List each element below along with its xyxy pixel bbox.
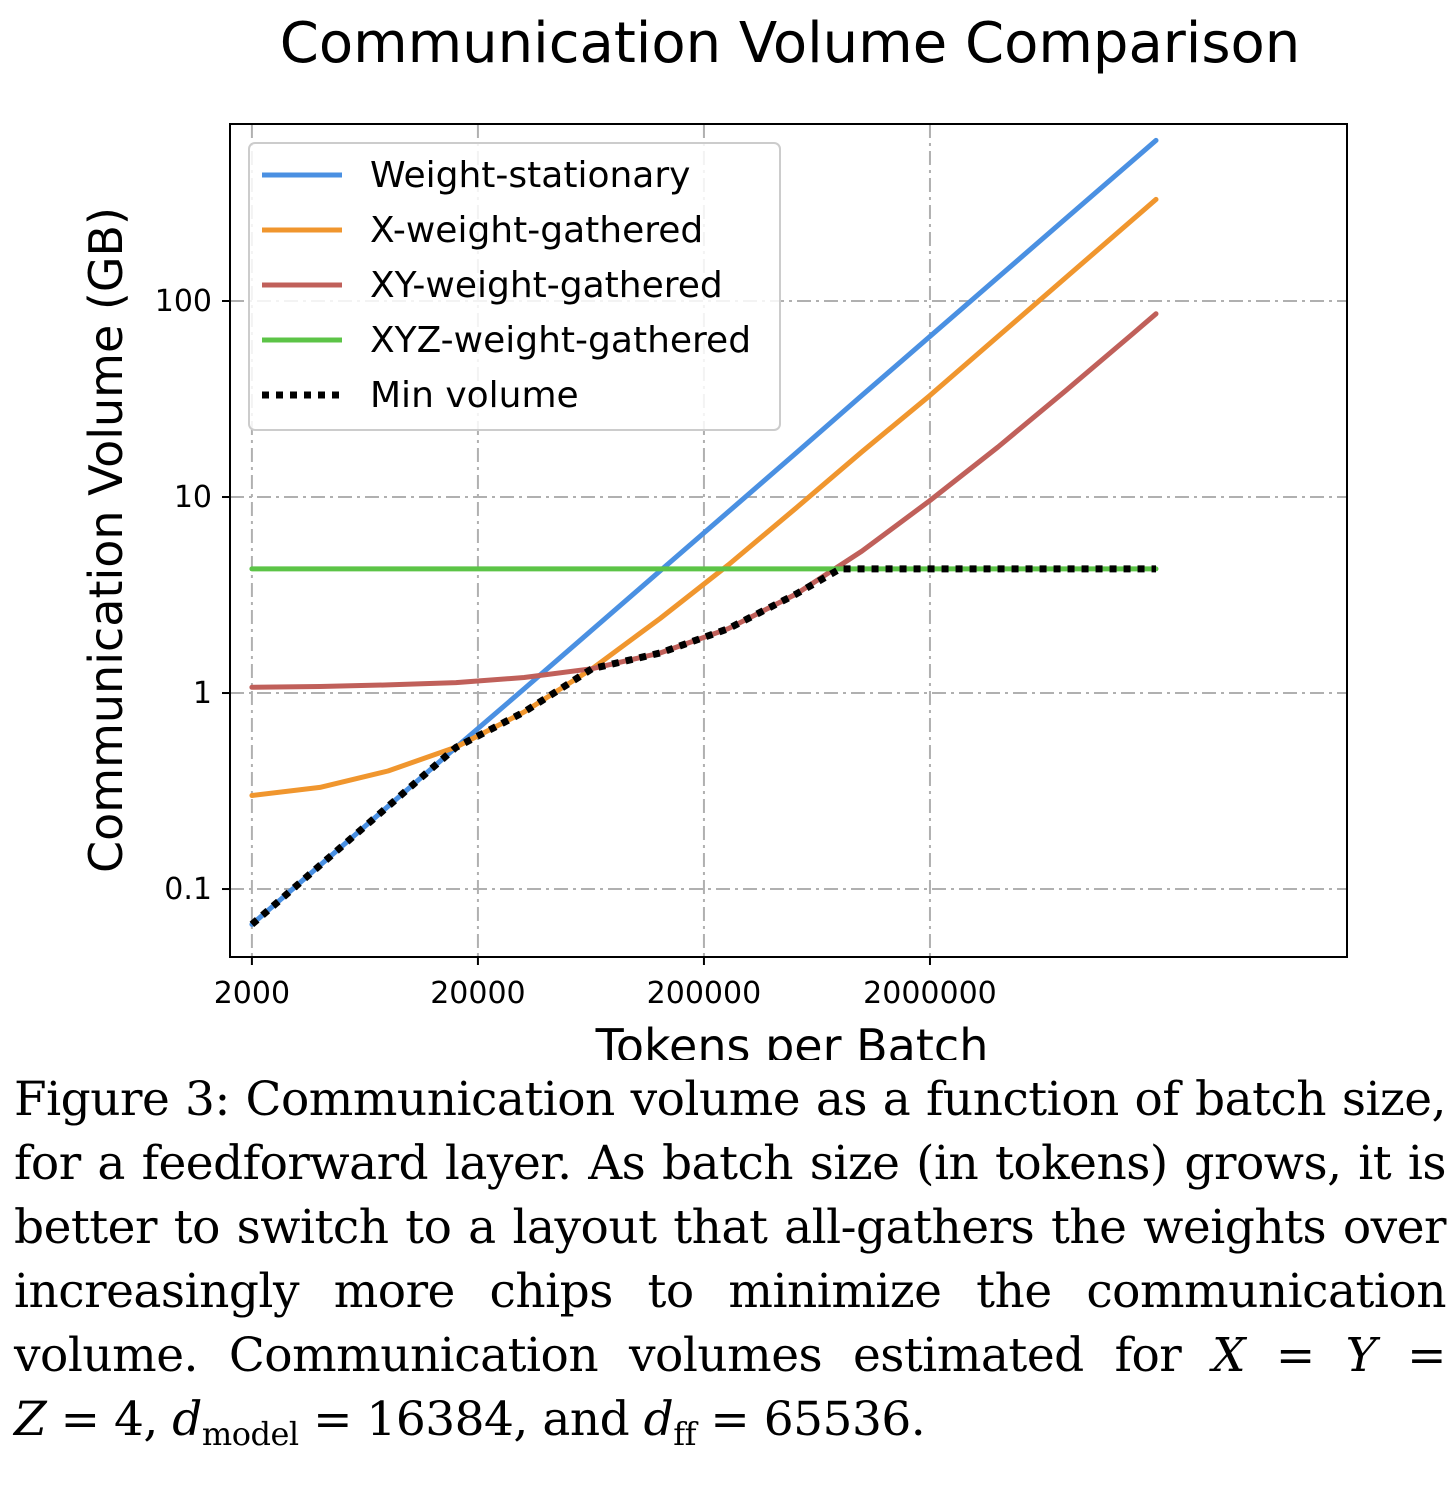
y-tick-label: 1 — [193, 676, 212, 711]
plot-frame — [229, 123, 1348, 958]
legend: Weight-stationary X-weight-gathered XY-wei… — [248, 142, 781, 431]
series-line-xy-weight-gathered — [249, 311, 1159, 690]
eq-x: X — [1212, 1328, 1246, 1383]
eq-z: Z — [14, 1392, 47, 1447]
eq-sign-5: = — [710, 1392, 750, 1447]
legend-label-xyz-weight-gathered: XYZ-weight-gathered — [370, 320, 751, 361]
y-axis-label: Communication Volume (GB) — [79, 207, 133, 873]
caption-line-6: Z = 4, dmodel = 16384, and dff = 65536. — [14, 1388, 1446, 1452]
chart: Communication Volume Comparison 2000 2000… — [79, 11, 1348, 1060]
caption-line-5-text: volume. Communication volumes estimated … — [14, 1328, 1182, 1383]
x-tick-label: 20000 — [430, 976, 525, 1011]
legend-label-weight-stationary: Weight-stationary — [370, 155, 690, 196]
d-ff-value: 65536. — [763, 1392, 926, 1447]
d-ff-symbol: d — [643, 1392, 674, 1447]
series-lines — [249, 137, 1159, 928]
eq-sign-4: = — [313, 1392, 352, 1447]
caption-line-5: volume. Communication volumes estimated … — [14, 1324, 1446, 1388]
series-line-min-volume — [249, 565, 1156, 928]
y-tick-label: 0.1 — [164, 872, 212, 907]
d-model-subscript: model — [201, 1415, 299, 1453]
figure-caption: Figure 3: Communication volume as a func… — [14, 1068, 1447, 1452]
x-axis-ticks: 2000 20000 200000 2000000 — [214, 957, 997, 1011]
legend-label-xy-weight-gathered: XY-weight-gathered — [370, 265, 723, 306]
legend-box — [248, 142, 781, 431]
d-model-value: 16384, and — [366, 1392, 630, 1447]
caption-line-4: increasingly more chips to minimize the … — [14, 1264, 1447, 1319]
chart-title: Communication Volume Comparison — [280, 11, 1301, 76]
y-axis-ticks: 0.1 1 10 100 — [155, 284, 230, 907]
legend-label-min-volume: Min volume — [370, 375, 579, 416]
caption-line-1: Figure 3: Communication volume as a func… — [14, 1072, 1447, 1127]
x-axis-label: Tokens per Batch — [595, 1019, 989, 1060]
caption-line-2: for a feedforward layer. As batch size (… — [14, 1136, 1447, 1191]
caption-line-3: better to switch to a layout that all-ga… — [14, 1200, 1447, 1255]
series-line-x-weight-gathered — [249, 196, 1159, 798]
y-tick-label: 100 — [155, 284, 212, 319]
eq-value: 4, — [113, 1392, 158, 1447]
x-tick-label: 200000 — [647, 976, 762, 1011]
y-tick-label: 10 — [174, 480, 212, 515]
x-tick-label: 2000 — [214, 976, 290, 1011]
d-ff-subscript: ff — [673, 1415, 696, 1453]
x-tick-label: 2000000 — [863, 976, 997, 1011]
eq-sign-2: = — [1407, 1328, 1446, 1383]
eq-y: Y — [1345, 1328, 1377, 1383]
d-model-symbol: d — [172, 1392, 202, 1447]
eq-sign-3: = — [60, 1392, 100, 1447]
legend-label-x-weight-gathered: X-weight-gathered — [370, 210, 703, 251]
eq-sign-1: = — [1275, 1328, 1315, 1383]
